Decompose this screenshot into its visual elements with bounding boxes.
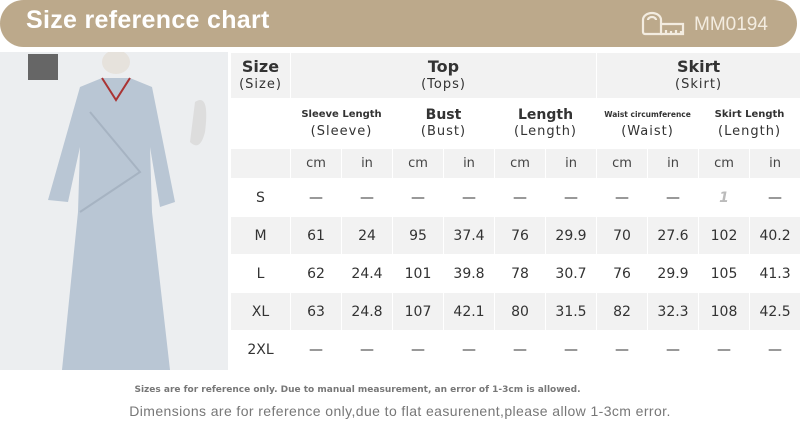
unit-cell: cm [698,148,751,179]
measure-header: Sleeve Length (Sleeve) [290,98,393,149]
value-cell: 95 [392,216,444,255]
value-cell: — [749,330,800,369]
value-cell: 32.3 [647,292,700,331]
size-cell: 2XL [230,330,291,369]
blank-cell [230,98,291,149]
value-cell: 41.3 [749,254,800,293]
value-cell: — [544,178,598,217]
value-cell: 37.4 [443,216,495,255]
value-cell: 29.9 [647,254,700,293]
value-cell: — [647,178,700,217]
table-row: 2XL — — — — — — — — — — [230,330,800,369]
value-cell: — [647,330,700,369]
table-row: S — — — — — — — —1— [230,178,800,217]
value-cell: — [544,330,598,369]
value-cell: 24.8 [341,292,393,331]
header-bar: Size reference chart MM0194 [0,0,797,47]
table-row: M 61 24 95 37.4 76 29.9 70 27.6 102 40.2 [230,216,800,255]
size-cell: L [230,254,291,293]
value-cell: — [749,178,800,217]
value-cell: 105 [698,254,751,293]
value-cell: 39.8 [443,254,495,293]
product-photo [0,50,228,370]
measure-header: Waist circumference (Waist) [596,98,700,149]
value-cell: 40.2 [749,216,800,255]
value-cell: 76 [596,254,649,293]
value-cell: 27.6 [647,216,700,255]
value-cell: 61 [290,216,342,255]
unit-cell: cm [596,148,649,179]
value-cell: — [596,178,649,217]
unit-cell: in [647,148,700,179]
value-cell: — [392,330,444,369]
value-cell: 29.9 [544,216,598,255]
value-cell: 62 [290,254,342,293]
value-cell: 31.5 [544,292,598,331]
value-cell: 108 [698,292,751,331]
unit-cell: in [749,148,800,179]
size-table: Size (Size) Top (Tops) Skirt (Skirt) Sleeve… [230,52,800,369]
value-cell: 82 [596,292,649,331]
size-cell: XL [230,292,291,331]
value-cell: 1 [698,178,751,217]
value-cell: 80 [494,292,546,331]
value-cell: 24 [341,216,393,255]
table-row: L 62 24.4 101 39.8 78 30.7 76 29.9 105 41.3 [230,254,800,293]
page-title: Size reference chart [26,6,270,34]
group-header-top: Top (Tops) [289,52,598,99]
note-line-2: Dimensions are for reference only,due to… [129,403,671,419]
value-cell: 63 [290,292,342,331]
value-cell: — [443,330,495,369]
value-cell: 107 [392,292,444,331]
value-cell: — [596,330,649,369]
value-cell: 76 [494,216,546,255]
value-cell: — [392,178,444,217]
value-cell: 78 [494,254,546,293]
value-cell: 42.5 [749,292,800,331]
unit-cell: in [443,148,495,179]
unit-cell: cm [494,148,546,179]
value-cell: — [443,178,495,217]
value-cell: — [341,178,393,217]
blank-cell [230,148,291,179]
product-code: MM0194 [694,14,768,35]
table-row: XL 63 24.8 107 42.1 80 31.5 82 32.3 108 42.5 [230,292,800,331]
measure-header: Length (Length) [493,98,598,149]
measuring-tape-icon [641,11,685,36]
value-cell: — [290,330,342,369]
value-cell: — [494,330,546,369]
value-cell: 42.1 [443,292,495,331]
measure-header: Bust (Bust) [392,98,495,149]
unit-cell: in [341,148,393,179]
value-cell: — [290,178,342,217]
value-cell: — [341,330,393,369]
value-cell: — [698,330,751,369]
value-cell: 101 [392,254,444,293]
measure-header: Skirt Length (Length) [698,98,800,149]
unit-cell: in [544,148,598,179]
size-cell: S [230,178,291,217]
unit-cell: cm [290,148,342,179]
value-cell: 30.7 [544,254,598,293]
value-cell: 102 [698,216,751,255]
value-cell: — [494,178,546,217]
unit-cell: cm [392,148,444,179]
note-line-1: Sizes are for reference only. Due to man… [134,385,581,395]
size-cell: M [230,216,291,255]
value-cell: 70 [596,216,649,255]
group-header-skirt: Skirt (Skirt) [596,52,800,99]
value-cell: 24.4 [341,254,393,293]
size-header: Size (Size) [230,52,291,99]
